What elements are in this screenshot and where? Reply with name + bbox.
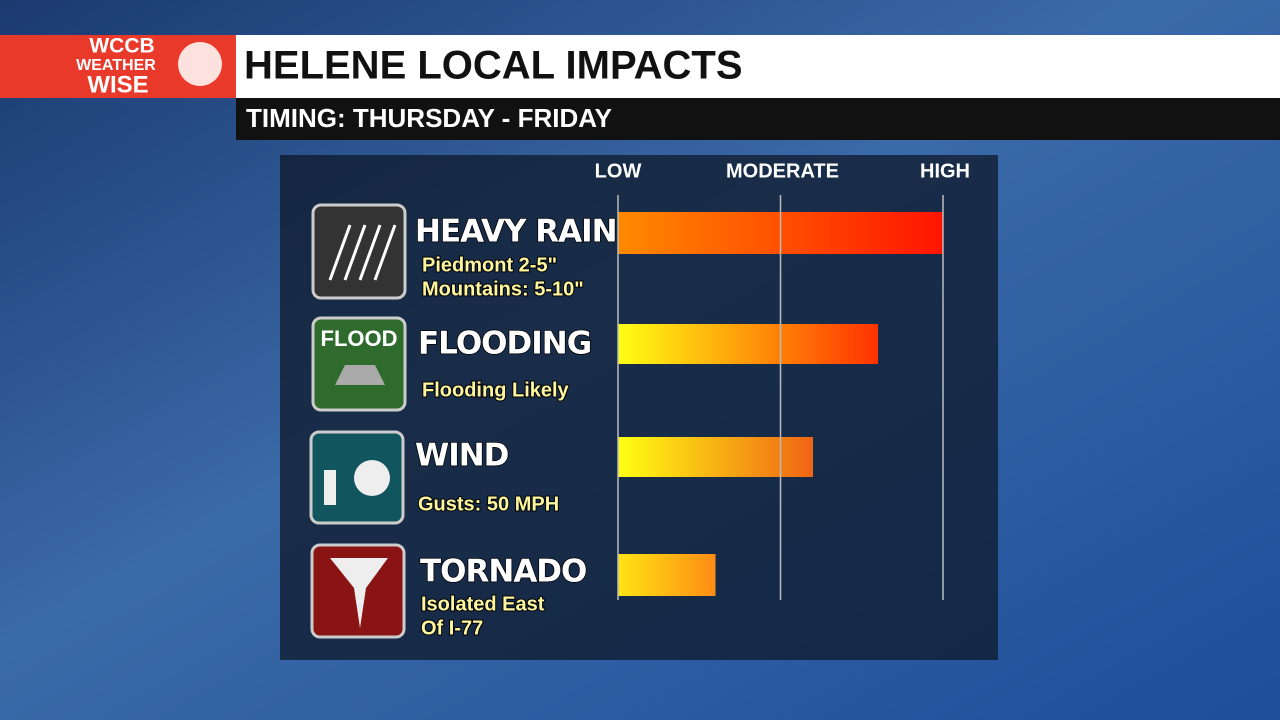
logo-sun	[178, 42, 222, 86]
logo-line: WCCB	[89, 35, 154, 58]
x-tick-label: MODERATE	[726, 160, 839, 182]
description: Flooding Likely	[422, 379, 570, 401]
logo-line: WEATHER	[76, 57, 156, 74]
description: Piedmont 2-5"	[422, 254, 557, 276]
description: Of I-77	[421, 617, 483, 639]
flood-icon	[311, 316, 407, 412]
description: Gusts: 50 MPH	[418, 493, 559, 515]
rain-drops	[328, 224, 397, 281]
title-bar	[236, 35, 1280, 98]
description: Isolated East	[421, 593, 545, 615]
chart-title: HELENE LOCAL IMPACTS	[244, 44, 743, 88]
bar	[618, 554, 716, 596]
category-label: WIND	[415, 438, 509, 474]
bar	[618, 324, 878, 364]
x-tick-label: HIGH	[920, 160, 970, 182]
rain-icon	[311, 203, 407, 300]
subtitle: TIMING: THURSDAY - FRIDAY	[246, 103, 612, 133]
flood-house	[335, 365, 385, 385]
category-label: TORNADO	[420, 554, 586, 590]
flood-icon-text: FLOOD	[321, 326, 398, 351]
subtitle-bar	[236, 98, 1280, 140]
category-label: FLOODING	[418, 326, 591, 362]
x-tick-label: LOW	[595, 160, 642, 182]
wind-debris	[354, 460, 390, 496]
bar	[618, 437, 813, 477]
wind-building	[324, 470, 336, 505]
logo-line: WISE	[87, 71, 148, 98]
description: Mountains: 5-10"	[422, 278, 584, 300]
tornado-funnel	[330, 558, 388, 628]
icons: FLOOD	[309, 203, 407, 639]
category-label: HEAVY RAIN	[415, 214, 617, 250]
